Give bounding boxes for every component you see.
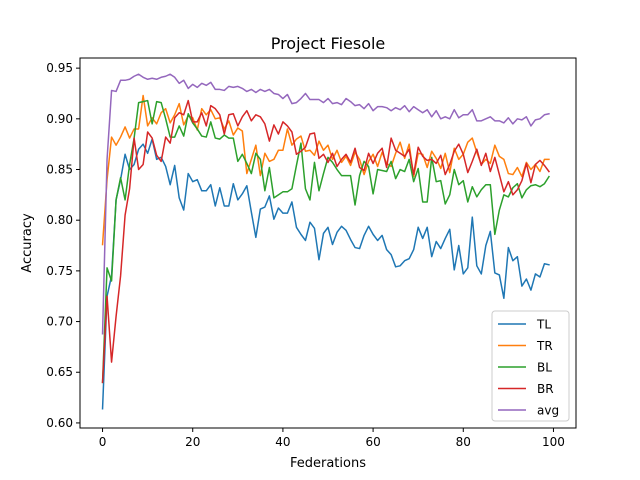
- series-line-tr: [101, 94, 550, 246]
- legend-box: [491, 310, 570, 422]
- x-tick-label: 40: [275, 435, 290, 449]
- y-axis-label: Accuracy: [20, 213, 35, 273]
- x-axis-ticks: 0 20 40 60 80 100: [99, 428, 565, 449]
- legend: TL TR BL BR avg: [491, 310, 570, 422]
- y-tick-label: 0.75: [46, 264, 73, 278]
- y-axis-ticks: 0.60 0.65 0.70 0.75 0.80 0.85 0.90 0.95: [46, 61, 80, 430]
- plot-area-frame: [79, 57, 577, 429]
- x-tick-label: 100: [542, 435, 565, 449]
- y-tick-label: 0.90: [46, 112, 73, 126]
- series-line-br: [101, 99, 550, 384]
- series-line-tl: [101, 138, 550, 410]
- y-tick-label: 0.85: [46, 163, 73, 177]
- chart-title: Project Fiesole: [271, 34, 386, 53]
- x-tick-label: 80: [456, 435, 471, 449]
- y-tick-label: 0.65: [46, 365, 73, 379]
- legend-label-bl: BL: [537, 361, 552, 375]
- y-tick-label: 0.60: [46, 416, 73, 430]
- y-tick-label: 0.95: [46, 61, 73, 75]
- legend-label-br: BR: [537, 382, 554, 396]
- legend-label-tl: TL: [536, 318, 551, 332]
- x-tick-label: 20: [185, 435, 200, 449]
- y-tick-label: 0.80: [46, 213, 73, 227]
- x-tick-label: 60: [365, 435, 380, 449]
- legend-label-tr: TR: [536, 339, 553, 353]
- y-tick-label: 0.70: [46, 315, 73, 329]
- series-line-avg: [101, 73, 550, 335]
- series-line-bl: [101, 99, 550, 384]
- x-axis-label: Federations: [290, 456, 366, 471]
- series-lines: [101, 73, 550, 410]
- x-tick-label: 0: [99, 435, 107, 449]
- legend-label-avg: avg: [537, 404, 559, 418]
